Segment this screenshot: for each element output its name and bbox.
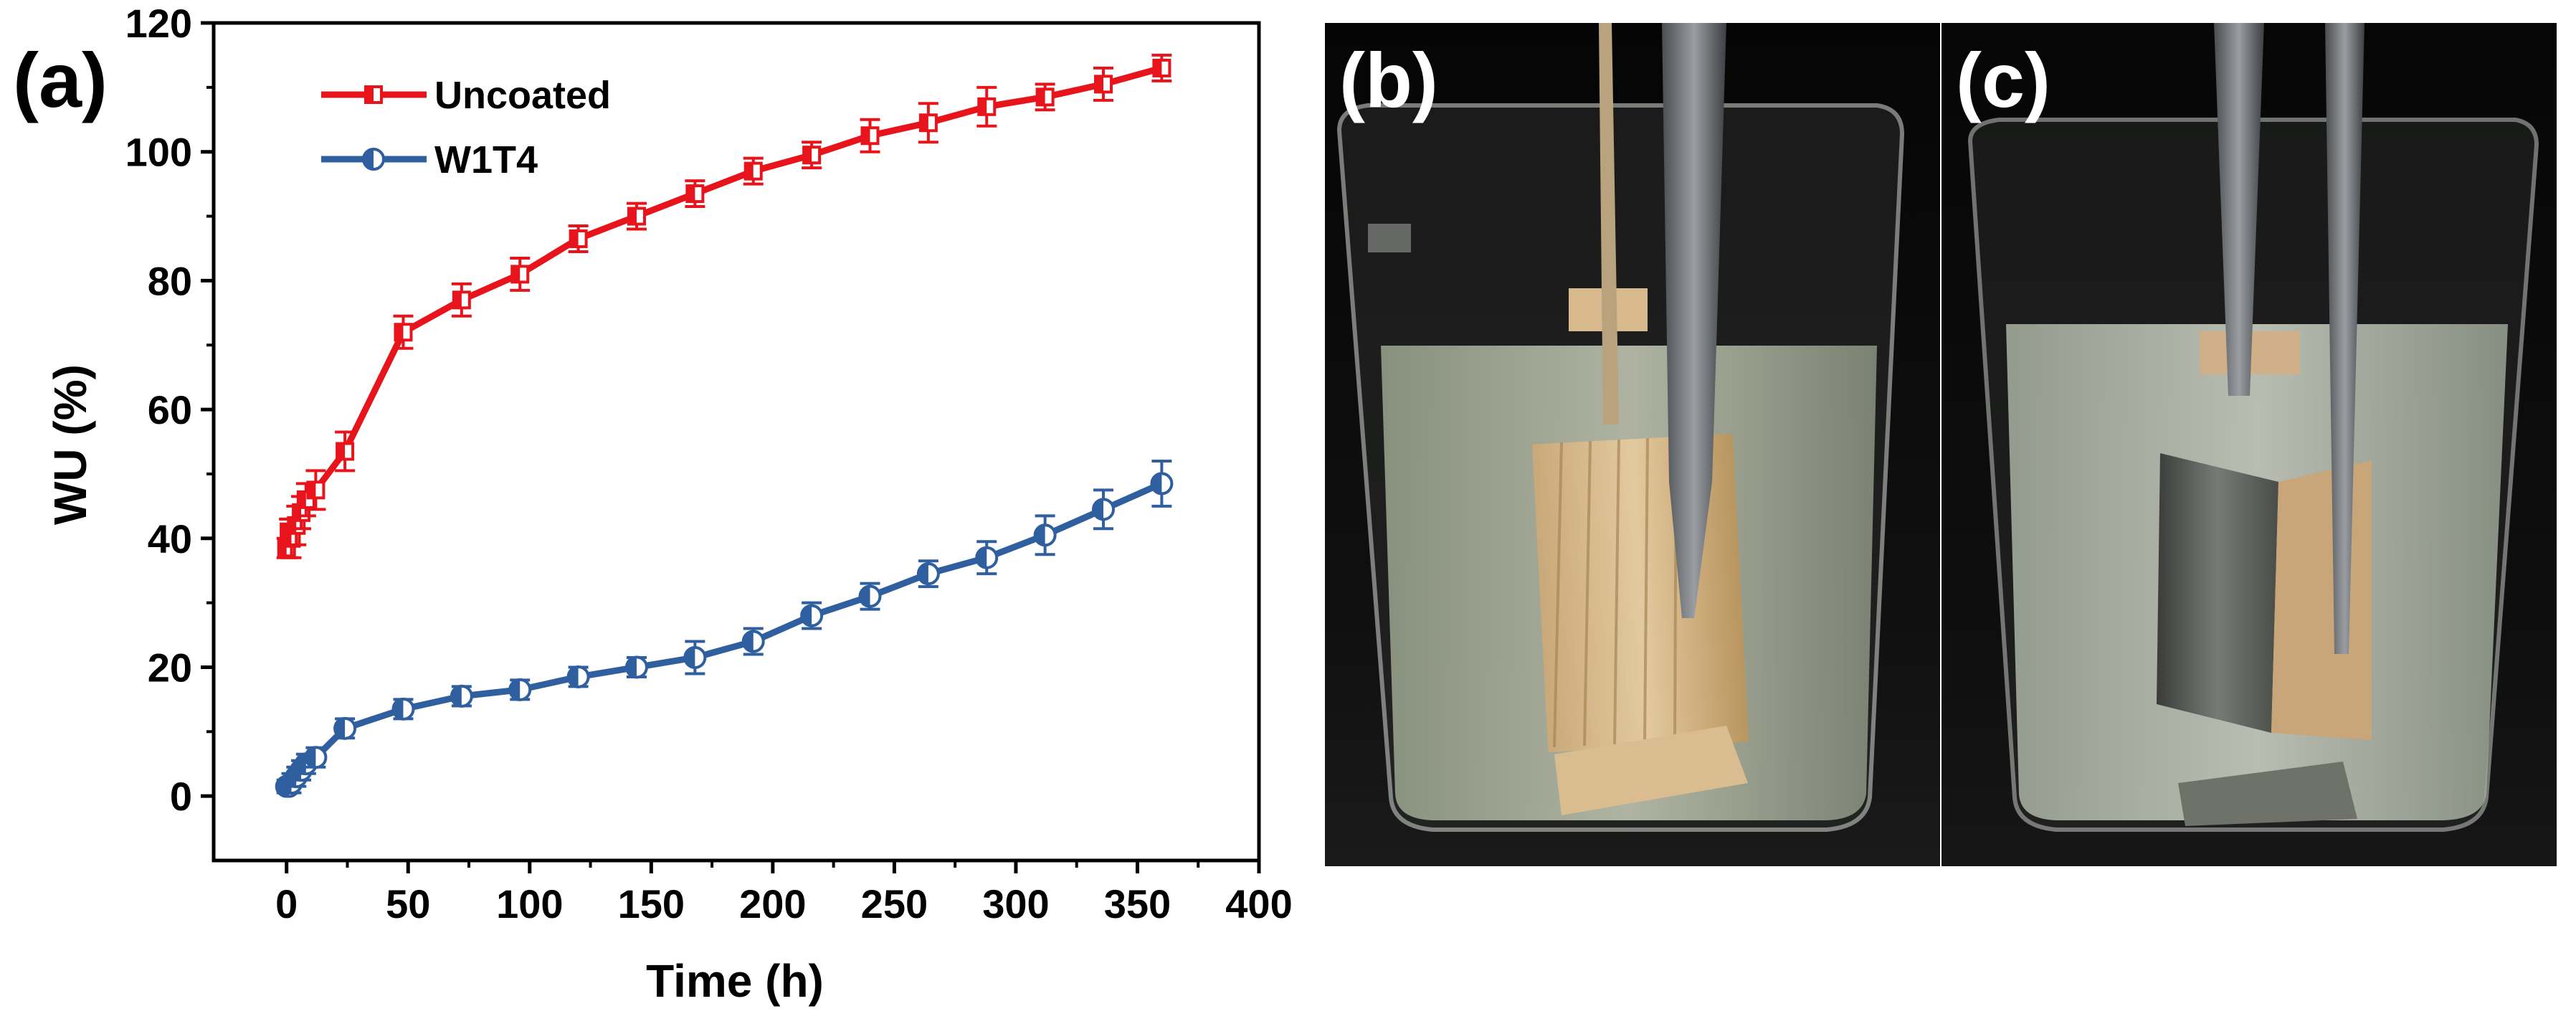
data-point-fill (308, 482, 316, 498)
series-line (285, 480, 1164, 790)
data-point-fill (804, 147, 812, 163)
photo-coated-beaker (1941, 23, 2557, 866)
data-point-fill (510, 679, 521, 700)
legend-label: Uncoated (434, 74, 611, 117)
data-point-fill (802, 605, 812, 626)
y-tick-label: 40 (148, 516, 192, 561)
x-tick-label: 0 (275, 881, 298, 926)
data-point-fill (1037, 89, 1045, 105)
panel-label-a: (a) (13, 37, 108, 123)
data-point-fill (283, 530, 292, 546)
x-tick-label: 200 (739, 881, 806, 926)
photo-uncoated-beaker (1325, 23, 1940, 866)
plot-frame (212, 21, 1261, 863)
y-tick-label: 0 (170, 774, 192, 819)
axis-ticks: 0 50 100 150 200 250 300 350 400 0 20 40 60 80 100 120 (125, 1, 1293, 926)
data-point-fill (862, 128, 870, 144)
series-w1t4 (275, 459, 1174, 798)
data-point-fill (1035, 525, 1045, 546)
data-point-fill (976, 547, 987, 568)
x-axis-label: Time (h) (646, 955, 824, 1007)
y-axis-label: WU (%) (44, 364, 96, 525)
data-point-fill (453, 292, 462, 308)
data-point-fill (920, 115, 928, 131)
legend-label: W1T4 (434, 138, 538, 181)
data-point-fill (298, 491, 306, 508)
x-tick-label: 100 (496, 881, 563, 926)
legend-entry-w1t4: W1T4 (321, 138, 538, 181)
data-point-fill (979, 98, 987, 115)
data-point-fill (288, 517, 297, 534)
series-line (283, 65, 1163, 549)
data-point-fill (395, 324, 404, 341)
x-tick-label: 150 (618, 881, 685, 926)
x-tick-label: 400 (1225, 881, 1292, 926)
x-tick-label: 250 (861, 881, 928, 926)
data-point-fill (337, 443, 346, 460)
legend-marker-fill (363, 149, 374, 169)
data-point-fill (685, 647, 695, 668)
legend-entry-uncoated: Uncoated (321, 74, 611, 117)
data-point-fill (305, 747, 316, 768)
data-point-fill (293, 504, 302, 521)
data-point-fill (918, 564, 928, 584)
data-point-fill (745, 163, 754, 179)
beaker-photo-c (1941, 23, 2557, 866)
data-point-fill (393, 698, 404, 719)
data-point-fill (295, 754, 306, 774)
legend: Uncoated W1T4 (321, 74, 611, 181)
panel-label-c: (c) (1956, 37, 2050, 123)
y-tick-label: 60 (148, 387, 192, 432)
series-layer (275, 53, 1174, 798)
y-tick-label: 100 (125, 130, 192, 175)
y-tick-label: 120 (125, 1, 192, 46)
x-tick-label: 50 (386, 881, 430, 926)
plot-area-border (212, 21, 1261, 863)
data-point-fill (568, 666, 579, 687)
data-point-fill (860, 586, 870, 607)
data-point-fill (335, 718, 346, 739)
x-tick-label: 350 (1104, 881, 1171, 926)
series-uncoated (276, 53, 1172, 559)
data-point-fill (1093, 499, 1103, 520)
data-point-fill (512, 266, 521, 283)
y-tick-label: 20 (148, 645, 192, 690)
panel-label-b: (b) (1339, 37, 1438, 123)
data-point-fill (1095, 76, 1103, 93)
data-point-fill (1154, 60, 1162, 76)
data-point-fill (1151, 473, 1162, 494)
data-point-fill (626, 657, 637, 678)
data-point-fill (570, 230, 579, 247)
data-point-fill (628, 208, 637, 224)
x-tick-label: 300 (982, 881, 1049, 926)
data-point-fill (687, 186, 695, 202)
data-point-fill (743, 631, 754, 652)
legend-marker-fill (366, 87, 374, 103)
beaker-photo-b (1325, 23, 1940, 866)
data-point-fill (451, 686, 462, 706)
y-tick-label: 80 (148, 258, 192, 303)
data-point-fill (278, 540, 287, 556)
